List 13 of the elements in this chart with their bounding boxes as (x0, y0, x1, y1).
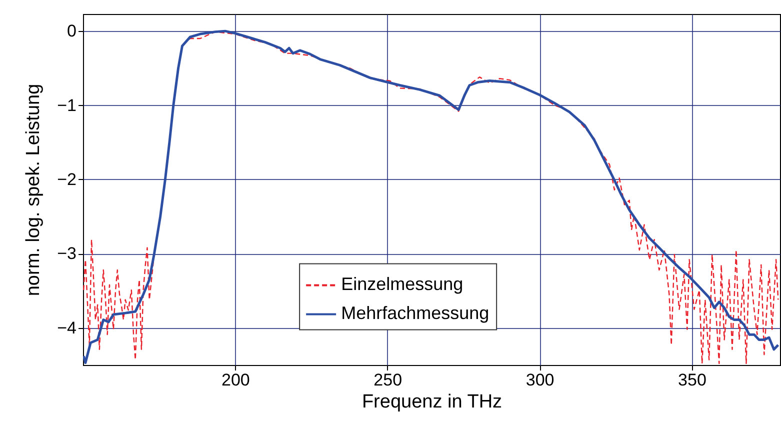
y-tick-label: 0 (67, 22, 76, 41)
legend-label: Einzelmessung (341, 274, 464, 294)
y-tick-label: −1 (57, 96, 76, 115)
x-tick-label: 200 (221, 370, 250, 390)
x-tick-label: 250 (374, 370, 402, 390)
y-tick-label: −4 (57, 318, 76, 338)
legend-label: Mehrfachmessung (341, 303, 490, 324)
y-axis-title: norm. log. spek. Leistung (23, 84, 44, 296)
y-tick-label: −3 (57, 244, 76, 264)
x-tick-label: 350 (678, 370, 706, 390)
x-axis-title: Frequenz in THz (362, 392, 502, 412)
x-tick-label: 300 (526, 370, 554, 390)
y-tick-label: −2 (57, 170, 76, 189)
